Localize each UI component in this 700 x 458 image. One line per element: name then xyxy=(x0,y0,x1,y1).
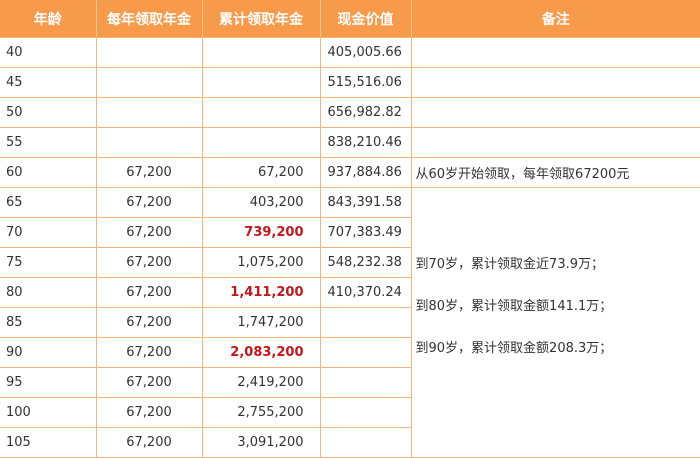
cumulative-cell-highlight: 739,200 xyxy=(202,218,320,248)
annual-cell: 67,200 xyxy=(96,368,202,398)
table-row: 45 515,516.06 xyxy=(0,68,700,98)
cash-value-cell: 656,982.82 xyxy=(320,98,411,128)
remark-cell xyxy=(411,128,700,158)
annual-cell xyxy=(96,38,202,68)
annual-cell: 67,200 xyxy=(96,338,202,368)
age-cell: 80 xyxy=(0,278,96,308)
annual-cell: 67,200 xyxy=(96,188,202,218)
cumulative-cell: 1,075,200 xyxy=(202,248,320,278)
remark-line-70: 到70岁，累计领取金近73.9万； xyxy=(416,244,700,286)
age-cell: 45 xyxy=(0,68,96,98)
cash-value-cell: 707,383.49 xyxy=(320,218,411,248)
cumulative-cell: 2,755,200 xyxy=(202,398,320,428)
age-cell: 70 xyxy=(0,218,96,248)
remark-line-90: 到90岁，累计领取金额208.3万； xyxy=(416,328,700,370)
header-annual-annuity: 每年领取年金 xyxy=(96,0,202,38)
table-row: 50 656,982.82 xyxy=(0,98,700,128)
annual-cell: 67,200 xyxy=(96,308,202,338)
age-cell: 60 xyxy=(0,158,96,188)
age-cell: 75 xyxy=(0,248,96,278)
cumulative-cell xyxy=(202,38,320,68)
cumulative-cell: 3,091,200 xyxy=(202,428,320,458)
table-row: 40 405,005.66 xyxy=(0,38,700,68)
age-cell: 40 xyxy=(0,38,96,68)
cash-value-cell xyxy=(320,308,411,338)
cash-value-cell: 838,210.46 xyxy=(320,128,411,158)
annual-cell: 67,200 xyxy=(96,278,202,308)
age-cell: 105 xyxy=(0,428,96,458)
cash-value-cell xyxy=(320,428,411,458)
cumulative-cell: 1,747,200 xyxy=(202,308,320,338)
cumulative-cell xyxy=(202,98,320,128)
cash-value-cell: 515,516.06 xyxy=(320,68,411,98)
age-cell: 85 xyxy=(0,308,96,338)
cash-value-cell: 843,391.58 xyxy=(320,188,411,218)
cumulative-cell xyxy=(202,68,320,98)
cumulative-cell xyxy=(202,128,320,158)
age-cell: 100 xyxy=(0,398,96,428)
cash-value-cell: 548,232.38 xyxy=(320,248,411,278)
annual-cell xyxy=(96,128,202,158)
annual-cell xyxy=(96,68,202,98)
remark-cell xyxy=(411,68,700,98)
annual-cell: 67,200 xyxy=(96,398,202,428)
cash-value-cell xyxy=(320,398,411,428)
cash-value-cell xyxy=(320,338,411,368)
age-cell: 55 xyxy=(0,128,96,158)
header-cash-value: 现金价值 xyxy=(320,0,411,38)
table-row: 65 67,200 403,200 843,391.58 到70岁，累计领取金近… xyxy=(0,188,700,218)
table-row: 60 67,200 67,200 937,884.86 从60岁开始领取，每年领… xyxy=(0,158,700,188)
age-cell: 95 xyxy=(0,368,96,398)
cumulative-cell-highlight: 2,083,200 xyxy=(202,338,320,368)
cash-value-cell xyxy=(320,368,411,398)
remark-cell xyxy=(411,98,700,128)
remark-cell xyxy=(411,38,700,68)
header-age: 年龄 xyxy=(0,0,96,38)
table-row: 55 838,210.46 xyxy=(0,128,700,158)
remark-line-80: 到80岁，累计领取金额141.1万； xyxy=(416,286,700,328)
age-cell: 90 xyxy=(0,338,96,368)
header-row: 年龄 每年领取年金 累计领取年金 现金价值 备注 xyxy=(0,0,700,38)
cumulative-cell: 403,200 xyxy=(202,188,320,218)
annual-cell: 67,200 xyxy=(96,158,202,188)
age-cell: 50 xyxy=(0,98,96,128)
cash-value-cell: 405,005.66 xyxy=(320,38,411,68)
header-cumulative-annuity: 累计领取年金 xyxy=(202,0,320,38)
remark-start-note: 从60岁开始领取，每年领取67200元 xyxy=(411,158,700,188)
header-remarks: 备注 xyxy=(411,0,700,38)
cash-value-cell: 937,884.86 xyxy=(320,158,411,188)
cumulative-cell: 67,200 xyxy=(202,158,320,188)
cash-value-cell: 410,370.24 xyxy=(320,278,411,308)
age-cell: 65 xyxy=(0,188,96,218)
remark-merged-cell: 到70岁，累计领取金近73.9万； 到80岁，累计领取金额141.1万； 到90… xyxy=(411,188,700,458)
annual-cell: 67,200 xyxy=(96,428,202,458)
annual-cell xyxy=(96,98,202,128)
annual-cell: 67,200 xyxy=(96,248,202,278)
annual-cell: 67,200 xyxy=(96,218,202,248)
cumulative-cell-highlight: 1,411,200 xyxy=(202,278,320,308)
cumulative-cell: 2,419,200 xyxy=(202,368,320,398)
